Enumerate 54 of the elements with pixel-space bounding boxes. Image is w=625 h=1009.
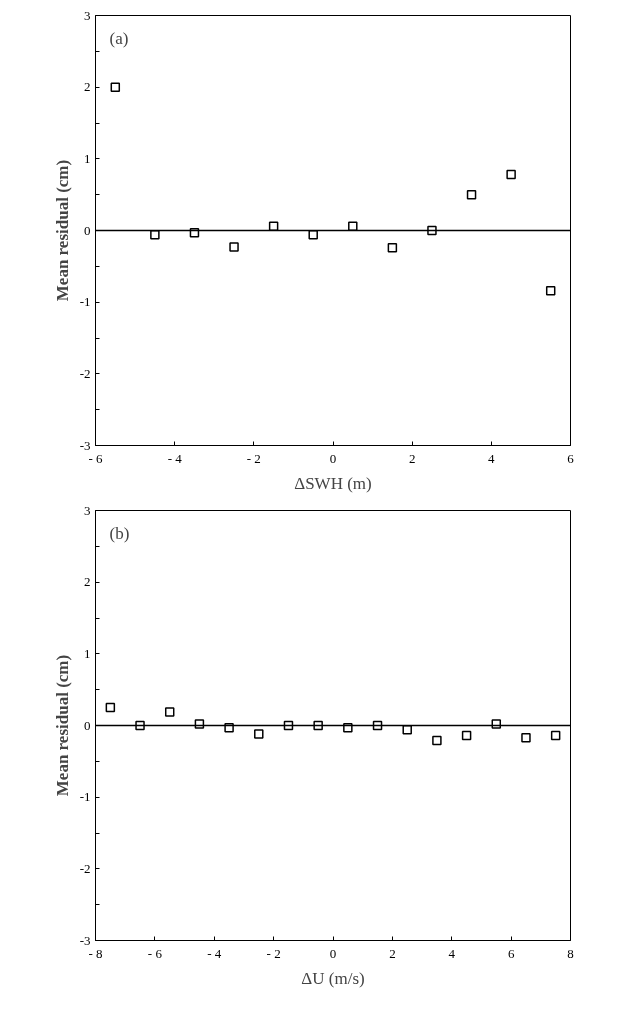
point [308, 230, 318, 240]
point [387, 242, 398, 253]
point [105, 702, 116, 713]
x-tick-label: 2 [389, 945, 396, 961]
y-tick-label: -1 [79, 789, 91, 805]
x-tick-label: 6 [567, 450, 575, 466]
point [402, 725, 412, 735]
point [254, 729, 264, 739]
x-tick-label: - 8 [88, 945, 103, 961]
x-tick-label: - 6 [88, 450, 104, 466]
x-tick-label: - 4 [207, 945, 222, 961]
x-tick-label: - 2 [246, 450, 261, 466]
y-tick-label: 2 [84, 574, 91, 590]
y-tick-label: 1 [84, 150, 91, 166]
x-tick-label: - 4 [167, 450, 183, 466]
y-tick-label: -1 [79, 294, 91, 310]
x-tick-label: 6 [507, 945, 515, 961]
point [550, 730, 561, 741]
x-tick-label: 0 [329, 450, 337, 466]
y-tick-label: 2 [84, 79, 91, 95]
x-tick-label: - 2 [266, 945, 281, 961]
point [110, 82, 121, 92]
x-tick-label: 0 [329, 945, 337, 961]
y-tick-label: 3 [84, 7, 91, 23]
x-axis-title: ΔSWH (m) [294, 473, 372, 493]
x-axis-title: ΔU (m/s) [301, 968, 365, 988]
point [268, 221, 279, 231]
x-tick-label: 4 [488, 450, 496, 466]
y-tick-label: 0 [84, 222, 91, 238]
point [432, 735, 442, 746]
point [521, 732, 531, 743]
x-tick-label: 4 [448, 945, 456, 961]
point [229, 242, 239, 252]
point [348, 221, 358, 231]
x-tick-label: 2 [408, 450, 416, 466]
y-axis-title: Mean residual (cm) [52, 654, 72, 797]
y-axis-title: Mean residual (cm) [52, 159, 72, 302]
x-tick-label: 8 [567, 945, 574, 961]
y-tick-label: -3 [79, 932, 91, 948]
y-tick-label: -3 [79, 437, 91, 453]
y-tick-label: 1 [84, 645, 91, 661]
point [506, 169, 516, 180]
point [466, 189, 477, 200]
y-tick-label: 3 [84, 502, 91, 518]
annotation: (a) [109, 28, 129, 48]
point [545, 285, 556, 296]
y-tick-label: -2 [79, 365, 91, 381]
point [164, 707, 175, 717]
annotation: (b) [109, 523, 130, 543]
y-tick-label: -2 [79, 860, 91, 876]
x-tick-label: - 6 [147, 945, 163, 961]
point [150, 230, 160, 240]
point [461, 730, 472, 741]
y-tick-label: 0 [84, 717, 91, 733]
